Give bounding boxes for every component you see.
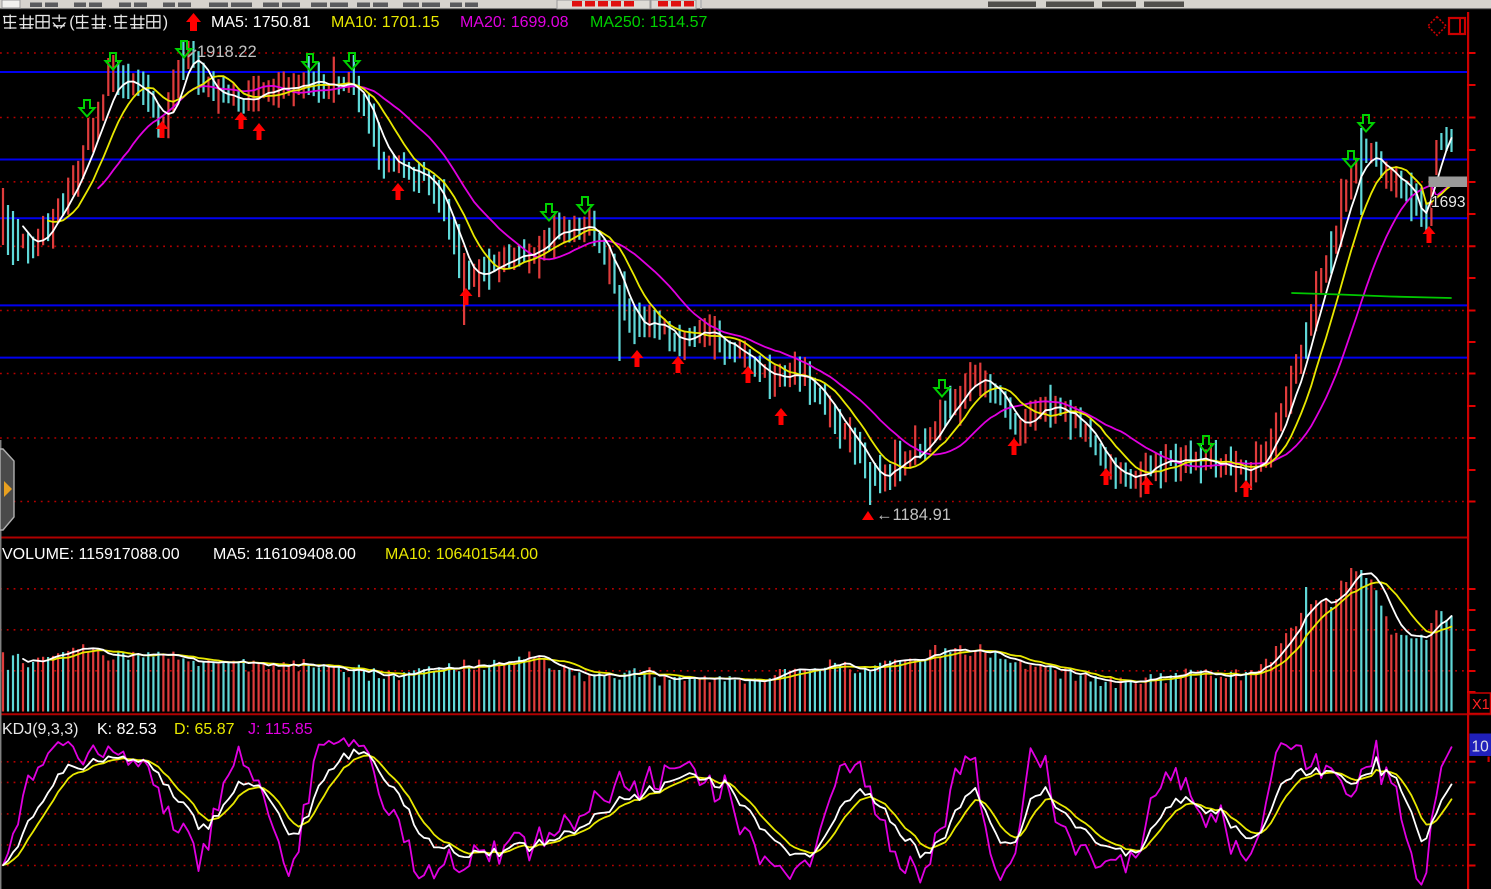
svg-text:MA5: 116109408.00: MA5: 116109408.00 [213, 546, 356, 563]
svg-text:MA10: 106401544.00: MA10: 106401544.00 [385, 546, 538, 563]
svg-text:): ) [163, 14, 168, 31]
svg-text:MA20: 1699.08: MA20: 1699.08 [460, 14, 569, 31]
svg-text:MA10: 1701.15: MA10: 1701.15 [331, 14, 440, 31]
svg-text:1693: 1693 [1431, 194, 1465, 211]
svg-text:10: 10 [1472, 739, 1490, 756]
svg-text:VOLUME: 115917088.00: VOLUME: 115917088.00 [2, 546, 180, 563]
svg-text:.: . [108, 14, 112, 31]
svg-text:(: ( [69, 14, 75, 31]
svg-text:J: 115.85: J: 115.85 [248, 721, 313, 738]
svg-text:KDJ(9,3,3): KDJ(9,3,3) [2, 721, 78, 738]
svg-text:K: 82.53: K: 82.53 [97, 721, 157, 738]
svg-text:←1184.91: ←1184.91 [876, 506, 951, 524]
svg-text:MA250: 1514.57: MA250: 1514.57 [590, 14, 708, 31]
svg-text:D: 65.87: D: 65.87 [174, 721, 235, 738]
svg-text:MA5: 1750.81: MA5: 1750.81 [211, 14, 311, 31]
svg-text:X1: X1 [1472, 697, 1490, 713]
svg-text:1918.22: 1918.22 [197, 43, 257, 61]
